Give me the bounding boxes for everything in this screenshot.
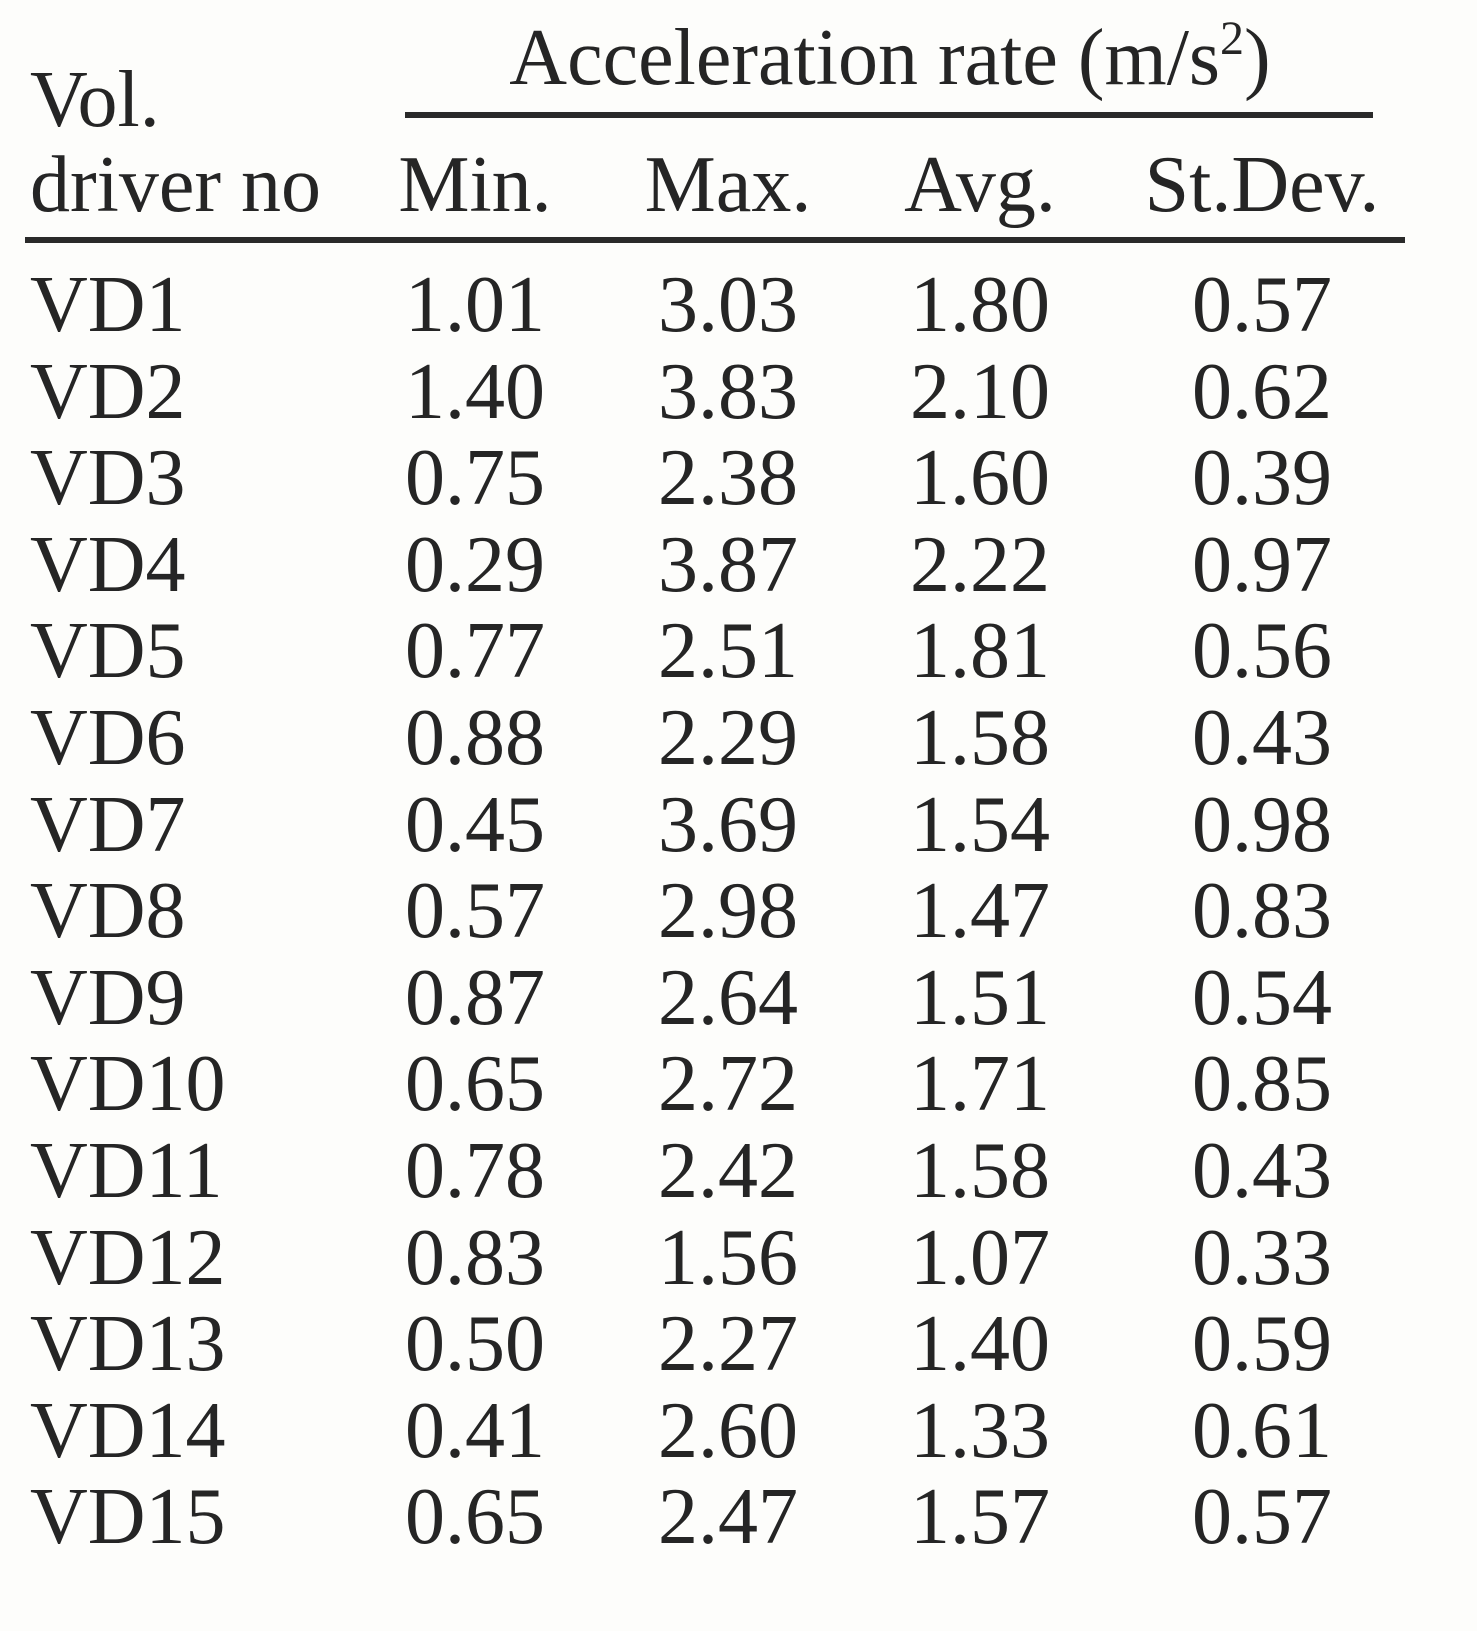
row-label: VD9: [30, 953, 186, 1042]
cell: 0.57: [405, 867, 545, 956]
cell: 0.54: [1192, 953, 1332, 1042]
cell: 3.83: [658, 347, 798, 436]
cell: 1.33: [910, 1386, 1050, 1475]
row-label: VD4: [30, 520, 186, 609]
cell: 0.56: [1192, 607, 1332, 696]
cell: 0.88: [405, 694, 545, 782]
cell: 1.54: [910, 780, 1050, 869]
superscript: 2: [1220, 12, 1245, 65]
cell: 3.03: [658, 261, 798, 349]
row-label: VD14: [30, 1386, 226, 1475]
cell: 2.51: [658, 607, 798, 696]
cell: 1.71: [910, 1040, 1050, 1129]
cell: 0.65: [405, 1473, 545, 1562]
cell: 2.98: [658, 867, 798, 956]
cell: 2.60: [658, 1386, 798, 1475]
cell: 3.87: [658, 520, 798, 609]
cell: 2.42: [658, 1127, 798, 1215]
row-label: VD12: [30, 1213, 226, 1302]
cell: 1.58: [910, 694, 1050, 782]
row-label: VD11: [30, 1127, 223, 1215]
cell: 1.40: [405, 347, 545, 436]
cell: 0.43: [1192, 694, 1332, 782]
cell: 0.83: [405, 1213, 545, 1302]
cell: 1.57: [910, 1473, 1050, 1562]
cell: 1.01: [405, 261, 545, 349]
cell: 0.57: [1192, 261, 1332, 349]
cell: 1.56: [658, 1213, 798, 1302]
column-header: Max.: [644, 141, 812, 229]
cell: 0.75: [405, 434, 545, 523]
cell: 2.27: [658, 1300, 798, 1389]
cell: 3.69: [658, 780, 798, 869]
cell: 0.98: [1192, 780, 1332, 869]
cell: 0.77: [405, 607, 545, 696]
row-label: VD5: [30, 607, 186, 696]
cell: 0.45: [405, 780, 545, 869]
header-rule: [25, 237, 1405, 243]
row-label: VD2: [30, 347, 186, 436]
cell: 1.07: [910, 1213, 1050, 1302]
row-label: VD15: [30, 1473, 226, 1562]
row-label: VD3: [30, 434, 186, 523]
cell: 0.61: [1192, 1386, 1332, 1475]
group-header: Acceleration rate (m/s2): [509, 15, 1270, 99]
group-header-close: ): [1244, 14, 1271, 102]
cell: 0.78: [405, 1127, 545, 1215]
cell: 1.60: [910, 434, 1050, 523]
row-label: VD1: [30, 261, 186, 349]
cell: 1.81: [910, 607, 1050, 696]
cell: 1.40: [910, 1300, 1050, 1389]
cell: 2.22: [910, 520, 1050, 609]
row-label: VD10: [30, 1040, 226, 1129]
cell: 0.39: [1192, 434, 1332, 523]
row-label: VD7: [30, 780, 186, 869]
cell: 0.33: [1192, 1213, 1332, 1302]
cell: 1.51: [910, 953, 1050, 1042]
row-label: VD8: [30, 867, 186, 956]
column-header: Min.: [398, 141, 552, 229]
row-label: VD13: [30, 1300, 226, 1389]
cell: 1.58: [910, 1127, 1050, 1215]
cell: 2.38: [658, 434, 798, 523]
cell: 1.47: [910, 867, 1050, 956]
cell: 1.80: [910, 261, 1050, 349]
cell: 0.41: [405, 1386, 545, 1475]
cell: 2.47: [658, 1473, 798, 1562]
cell: 0.62: [1192, 347, 1332, 436]
cell: 2.10: [910, 347, 1050, 436]
cell: 2.72: [658, 1040, 798, 1129]
cell: 0.29: [405, 520, 545, 609]
cell: 0.50: [405, 1300, 545, 1389]
cell: 0.43: [1192, 1127, 1332, 1215]
cell: 0.57: [1192, 1473, 1332, 1562]
column-header: Avg.: [904, 141, 1056, 229]
cell: 0.97: [1192, 520, 1332, 609]
cell: 0.59: [1192, 1300, 1332, 1389]
cell: 2.64: [658, 953, 798, 1042]
cell: 0.85: [1192, 1040, 1332, 1129]
group-header-text: Acceleration rate (m/s: [509, 14, 1221, 102]
cell: 0.87: [405, 953, 545, 1042]
cell: 0.65: [405, 1040, 545, 1129]
row-header: Vol.: [30, 56, 160, 144]
column-header: St.Dev.: [1144, 141, 1380, 229]
row-label: VD6: [30, 694, 186, 782]
cell: 0.83: [1192, 867, 1332, 956]
group-rule: [405, 112, 1373, 118]
cell: 2.29: [658, 694, 798, 782]
row-header: driver no: [30, 141, 322, 229]
